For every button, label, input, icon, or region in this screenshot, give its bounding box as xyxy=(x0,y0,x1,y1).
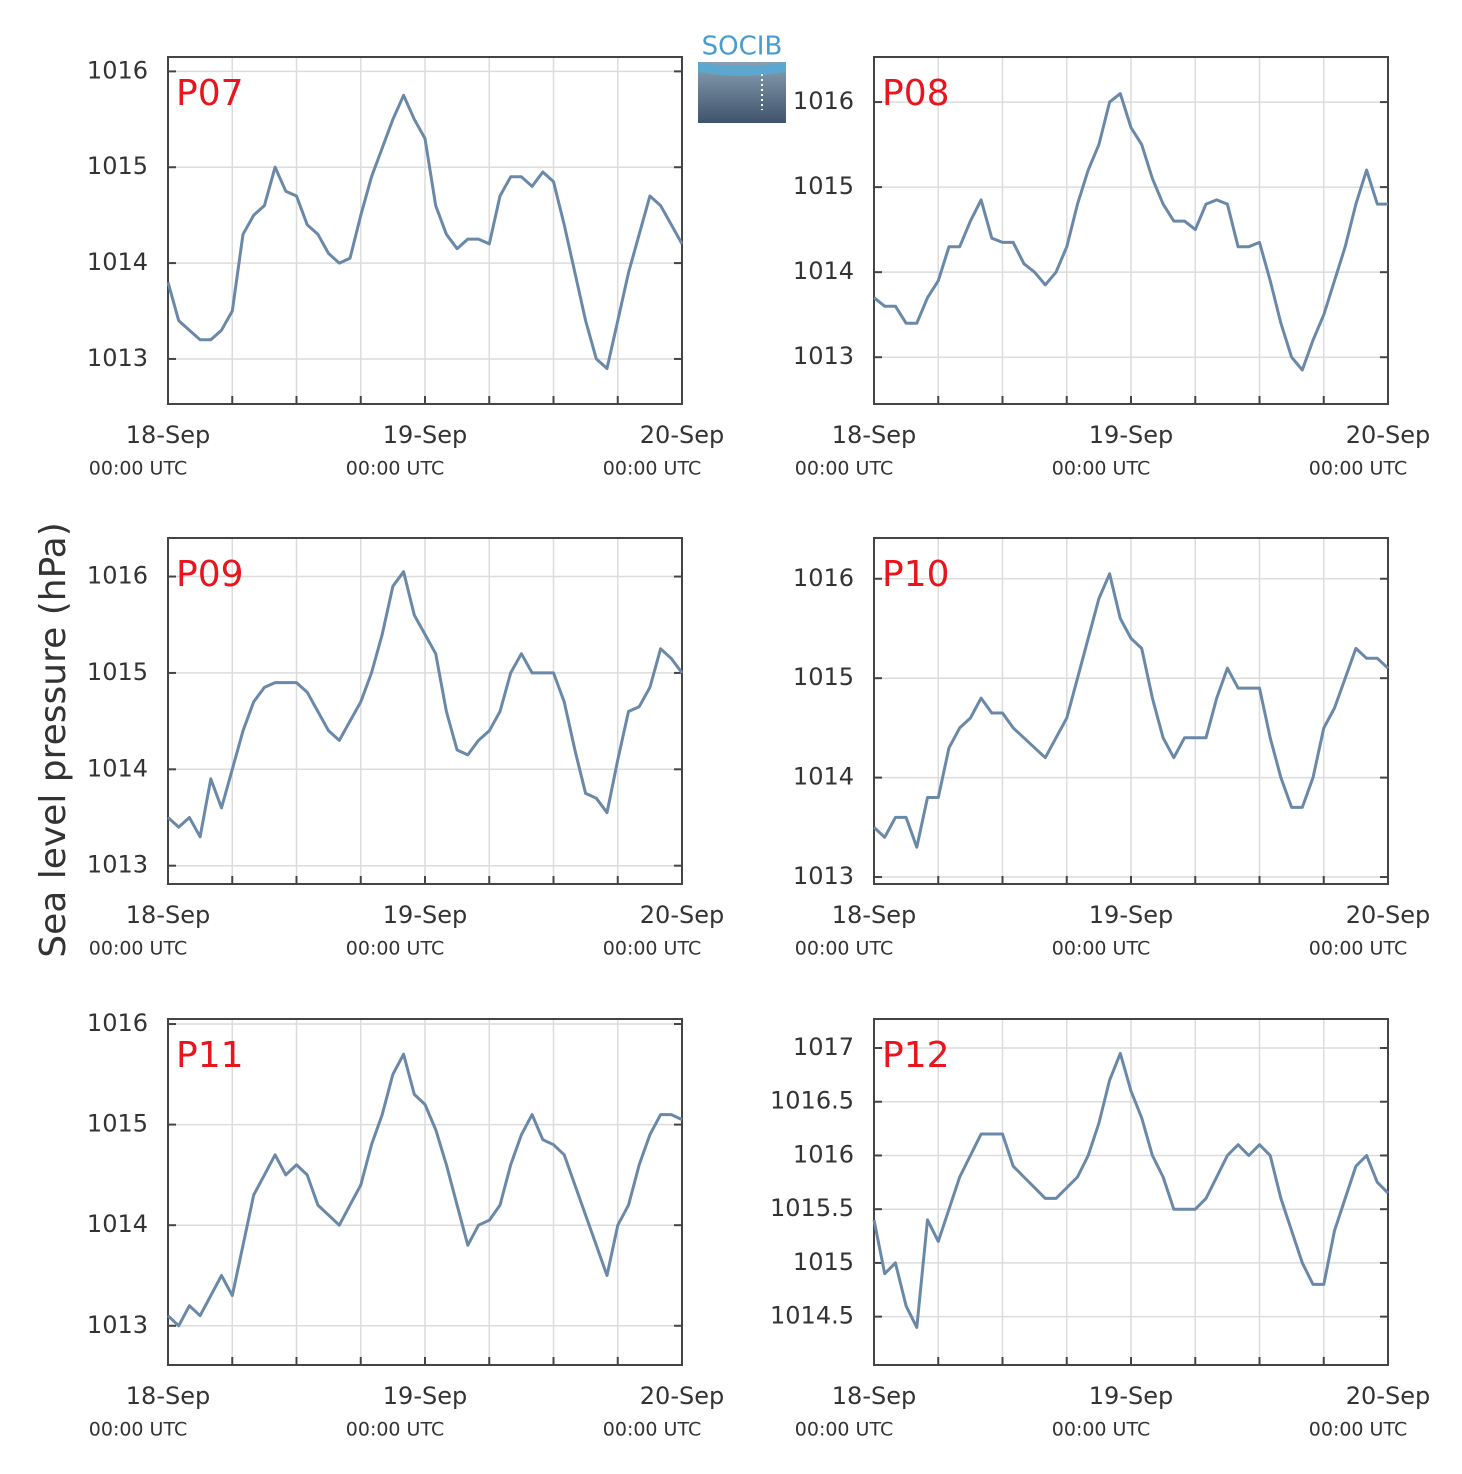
x-tick-sublabel: 00:00 UTC xyxy=(1309,1419,1407,1441)
y-tick-label: 1015 xyxy=(793,172,854,200)
panel: 1014.5 1015 1015.5 1016 1016.5 1017 18-Sep 00:0… xyxy=(770,1018,1430,1441)
y-tick-label: 1014 xyxy=(793,257,854,285)
x-tick-label: 19-Sep xyxy=(1089,901,1173,929)
y-tick-label: 1016 xyxy=(87,56,148,84)
y-tick-label: 1014 xyxy=(87,248,148,276)
plot-frame xyxy=(167,537,683,885)
y-tick-label: 1014.5 xyxy=(770,1302,854,1330)
x-tick-sublabel: 00:00 UTC xyxy=(346,458,444,480)
y-tick-label: 1013 xyxy=(793,342,854,370)
data-line xyxy=(872,572,1390,849)
y-tick-label: 1013 xyxy=(87,851,148,879)
data-line xyxy=(166,1052,683,1328)
panel-title: P11 xyxy=(176,1035,244,1076)
y-tick-label: 1017 xyxy=(793,1033,854,1061)
x-tick-sublabel: 00:00 UTC xyxy=(89,938,187,960)
logo: SOCIB xyxy=(698,32,786,123)
logo-text: SOCIB xyxy=(702,32,783,62)
x-tick-sublabel: 00:00 UTC xyxy=(1052,938,1150,960)
y-tick-label: 1015 xyxy=(87,658,148,686)
y-tick-label: 1015 xyxy=(793,1248,854,1276)
plot-frame xyxy=(873,537,1389,885)
panel: 1013 1014 1015 1016 18-Sep 00:00 UTC 19-Sep 00:… xyxy=(793,537,1430,960)
x-tick-sublabel: 00:00 UTC xyxy=(346,1419,444,1441)
y-tick-label: 1013 xyxy=(87,344,148,372)
x-tick-label: 18-Sep xyxy=(832,901,916,929)
y-tick-label: 1016 xyxy=(87,562,148,590)
y-axis-label: Sea level pressure (hPa) xyxy=(33,522,74,958)
x-tick-sublabel: 00:00 UTC xyxy=(795,938,893,960)
x-tick-label: 19-Sep xyxy=(383,901,467,929)
y-tick-label: 1016 xyxy=(793,1140,854,1168)
logo-wave xyxy=(698,62,786,76)
x-tick-sublabel: 00:00 UTC xyxy=(89,458,187,480)
y-tick-label: 1014 xyxy=(87,1210,148,1238)
x-tick-label: 19-Sep xyxy=(383,421,467,449)
x-tick-label: 20-Sep xyxy=(640,421,724,449)
x-tick-label: 18-Sep xyxy=(126,901,210,929)
panel: 1013 1014 1015 1016 18-Sep 00:00 UTC 19-Sep 00:… xyxy=(87,1009,724,1440)
panel: 1013 1014 1015 1016 18-Sep 00:00 UTC 19-Sep 00:… xyxy=(87,56,724,480)
x-tick-sublabel: 00:00 UTC xyxy=(1052,1419,1150,1441)
data-line xyxy=(166,570,684,839)
x-tick-sublabel: 00:00 UTC xyxy=(89,1419,187,1441)
y-tick-label: 1014 xyxy=(793,763,854,791)
x-tick-label: 20-Sep xyxy=(1346,901,1430,929)
x-tick-label: 18-Sep xyxy=(126,421,210,449)
x-tick-label: 20-Sep xyxy=(640,901,724,929)
x-tick-label: 18-Sep xyxy=(126,1382,210,1410)
panel-title: P10 xyxy=(882,554,950,595)
data-line xyxy=(873,92,1388,372)
plot-frame xyxy=(167,1018,683,1366)
panel-title: P08 xyxy=(882,73,950,114)
x-tick-sublabel: 00:00 UTC xyxy=(603,938,701,960)
x-tick-label: 19-Sep xyxy=(1089,421,1173,449)
x-tick-sublabel: 00:00 UTC xyxy=(346,938,444,960)
x-tick-label: 20-Sep xyxy=(1346,421,1430,449)
x-tick-sublabel: 00:00 UTC xyxy=(795,1419,893,1441)
x-tick-sublabel: 00:00 UTC xyxy=(1309,938,1407,960)
y-tick-label: 1015 xyxy=(793,663,854,691)
x-tick-label: 20-Sep xyxy=(640,1382,724,1410)
panel-title: P07 xyxy=(176,73,244,114)
x-tick-sublabel: 00:00 UTC xyxy=(795,458,893,480)
plot-frame xyxy=(167,56,683,405)
y-tick-label: 1015 xyxy=(87,1110,148,1138)
x-tick-sublabel: 00:00 UTC xyxy=(1309,458,1407,480)
x-tick-sublabel: 00:00 UTC xyxy=(603,1419,701,1441)
data-line xyxy=(872,1051,1390,1329)
x-tick-label: 18-Sep xyxy=(832,421,916,449)
x-tick-label: 18-Sep xyxy=(832,1382,916,1410)
y-tick-label: 1016.5 xyxy=(770,1087,854,1115)
panel: 1013 1014 1015 1016 18-Sep 00:00 UTC 19-Sep 00:… xyxy=(793,56,1430,480)
data-line xyxy=(166,93,684,370)
x-tick-sublabel: 00:00 UTC xyxy=(603,458,701,480)
x-tick-label: 19-Sep xyxy=(383,1382,467,1410)
x-tick-label: 19-Sep xyxy=(1089,1382,1173,1410)
y-tick-label: 1014 xyxy=(87,754,148,782)
panel-title: P12 xyxy=(882,1035,950,1076)
panel-title: P09 xyxy=(176,554,244,595)
y-tick-label: 1013 xyxy=(793,862,854,890)
x-tick-sublabel: 00:00 UTC xyxy=(1052,458,1150,480)
y-tick-label: 1015 xyxy=(87,152,148,180)
x-tick-label: 20-Sep xyxy=(1346,1382,1430,1410)
y-tick-label: 1016 xyxy=(87,1009,148,1037)
y-tick-label: 1016 xyxy=(793,564,854,592)
y-tick-label: 1016 xyxy=(793,87,854,115)
panel: 1013 1014 1015 1016 18-Sep 00:00 UTC 19-Sep 00:… xyxy=(87,537,724,960)
plot-frame xyxy=(873,56,1389,405)
y-tick-label: 1015.5 xyxy=(770,1194,854,1222)
y-tick-label: 1013 xyxy=(87,1311,148,1339)
